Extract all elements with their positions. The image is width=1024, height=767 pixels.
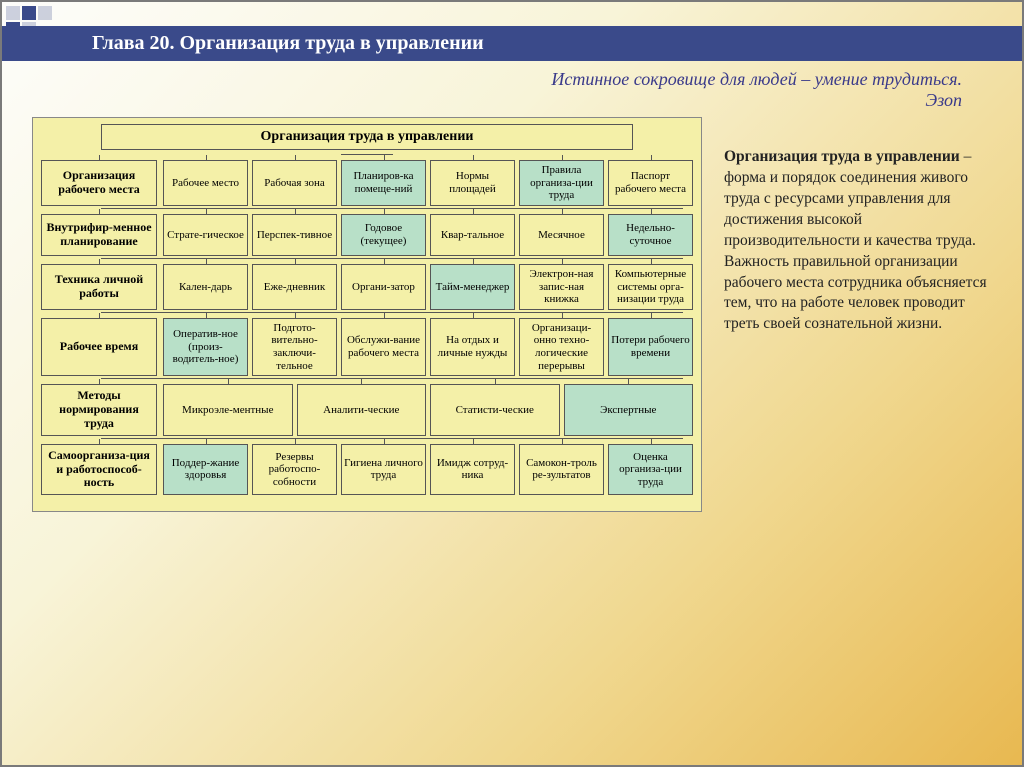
epigraph: Истинное сокровище для людей – умение тр… [2, 61, 1022, 113]
diagram-node: Оценка организа-ции труда [608, 444, 693, 495]
diagram-node: Аналити-ческие [297, 384, 427, 435]
diagram-node: Еже-дневник [252, 264, 337, 310]
category-box: Техника личной работы [41, 264, 157, 310]
diagram-node: Организаци-онно техно-логические перерыв… [519, 318, 604, 377]
org-diagram: Организация труда в управлении Организац… [32, 117, 702, 512]
diagram-node: Правила организа-ции труда [519, 160, 604, 206]
diagram-node: Оператив-ное (произ-водитель-ное) [163, 318, 248, 377]
diagram-node: Обслужи-вание рабочего места [341, 318, 426, 377]
diagram-node: Подгото-вительно-заключи-тельное [252, 318, 337, 377]
diagram-node: Компьютерные системы орга-низации труда [608, 264, 693, 310]
diagram-node: Микроэле-ментные [163, 384, 293, 435]
diagram-node: Резервы работоспо-собности [252, 444, 337, 495]
diagram-node: Планиров-ка помеще-ний [341, 160, 426, 206]
diagram-node: Экспертные [564, 384, 694, 435]
diagram-node: Годовое (текущее) [341, 214, 426, 256]
category-box: Организация рабочего места [41, 160, 157, 206]
diagram-node: Органи-затор [341, 264, 426, 310]
diagram-node: Кален-дарь [163, 264, 248, 310]
definition-body: – форма и порядок соединения живого труд… [724, 148, 987, 332]
category-box: Самоорганиза-ция и работоспособ-ность [41, 444, 157, 495]
diagram-node: Паспорт рабочего места [608, 160, 693, 206]
quote-text: Истинное сокровище для людей – умение тр… [551, 69, 962, 89]
diagram-node: Рабочая зона [252, 160, 337, 206]
diagram-node: Страте-гическое [163, 214, 248, 256]
diagram-node: Самокон-троль ре-зультатов [519, 444, 604, 495]
diagram-title: Организация труда в управлении [101, 124, 633, 150]
diagram-node: Месячное [519, 214, 604, 256]
diagram-node: Квар-тальное [430, 214, 515, 256]
definition-text: Организация труда в управлении – форма и… [702, 117, 1002, 512]
diagram-node: Имидж сотруд-ника [430, 444, 515, 495]
category-box: Методы нормирования труда [41, 384, 157, 435]
diagram-node: Перспек-тивное [252, 214, 337, 256]
diagram-node: На отдых и личные нужды [430, 318, 515, 377]
diagram-node: Статисти-ческие [430, 384, 560, 435]
diagram-node: Поддер-жание здоровья [163, 444, 248, 495]
diagram-node: Нормы площадей [430, 160, 515, 206]
diagram-node: Потери рабочего времени [608, 318, 693, 377]
diagram-node: Недельно-суточное [608, 214, 693, 256]
category-box: Внутрифир-менное планирование [41, 214, 157, 256]
quote-author: Эзоп [925, 90, 962, 110]
diagram-node: Тайм-менеджер [430, 264, 515, 310]
diagram-node: Рабочее место [163, 160, 248, 206]
definition-term: Организация труда в управлении [724, 148, 960, 165]
diagram-node: Гигиена личного труда [341, 444, 426, 495]
page-title: Глава 20. Организация труда в управлении [2, 26, 1022, 61]
diagram-node: Электрон-ная запис-ная книжка [519, 264, 604, 310]
category-box: Рабочее время [41, 318, 157, 377]
